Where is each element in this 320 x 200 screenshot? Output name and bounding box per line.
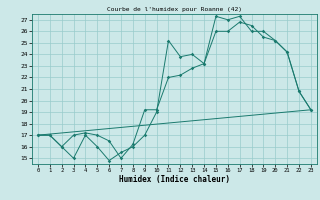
X-axis label: Humidex (Indice chaleur): Humidex (Indice chaleur) [119,175,230,184]
Title: Courbe de l'humidex pour Roanne (42): Courbe de l'humidex pour Roanne (42) [107,7,242,12]
